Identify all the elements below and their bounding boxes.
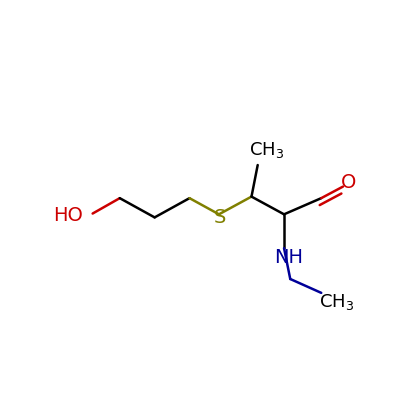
Text: HO: HO xyxy=(53,206,82,224)
Text: NH: NH xyxy=(274,248,303,267)
Text: CH$_3$: CH$_3$ xyxy=(249,140,285,160)
Text: S: S xyxy=(214,208,226,227)
Text: O: O xyxy=(341,173,356,192)
Text: CH$_3$: CH$_3$ xyxy=(319,292,354,312)
